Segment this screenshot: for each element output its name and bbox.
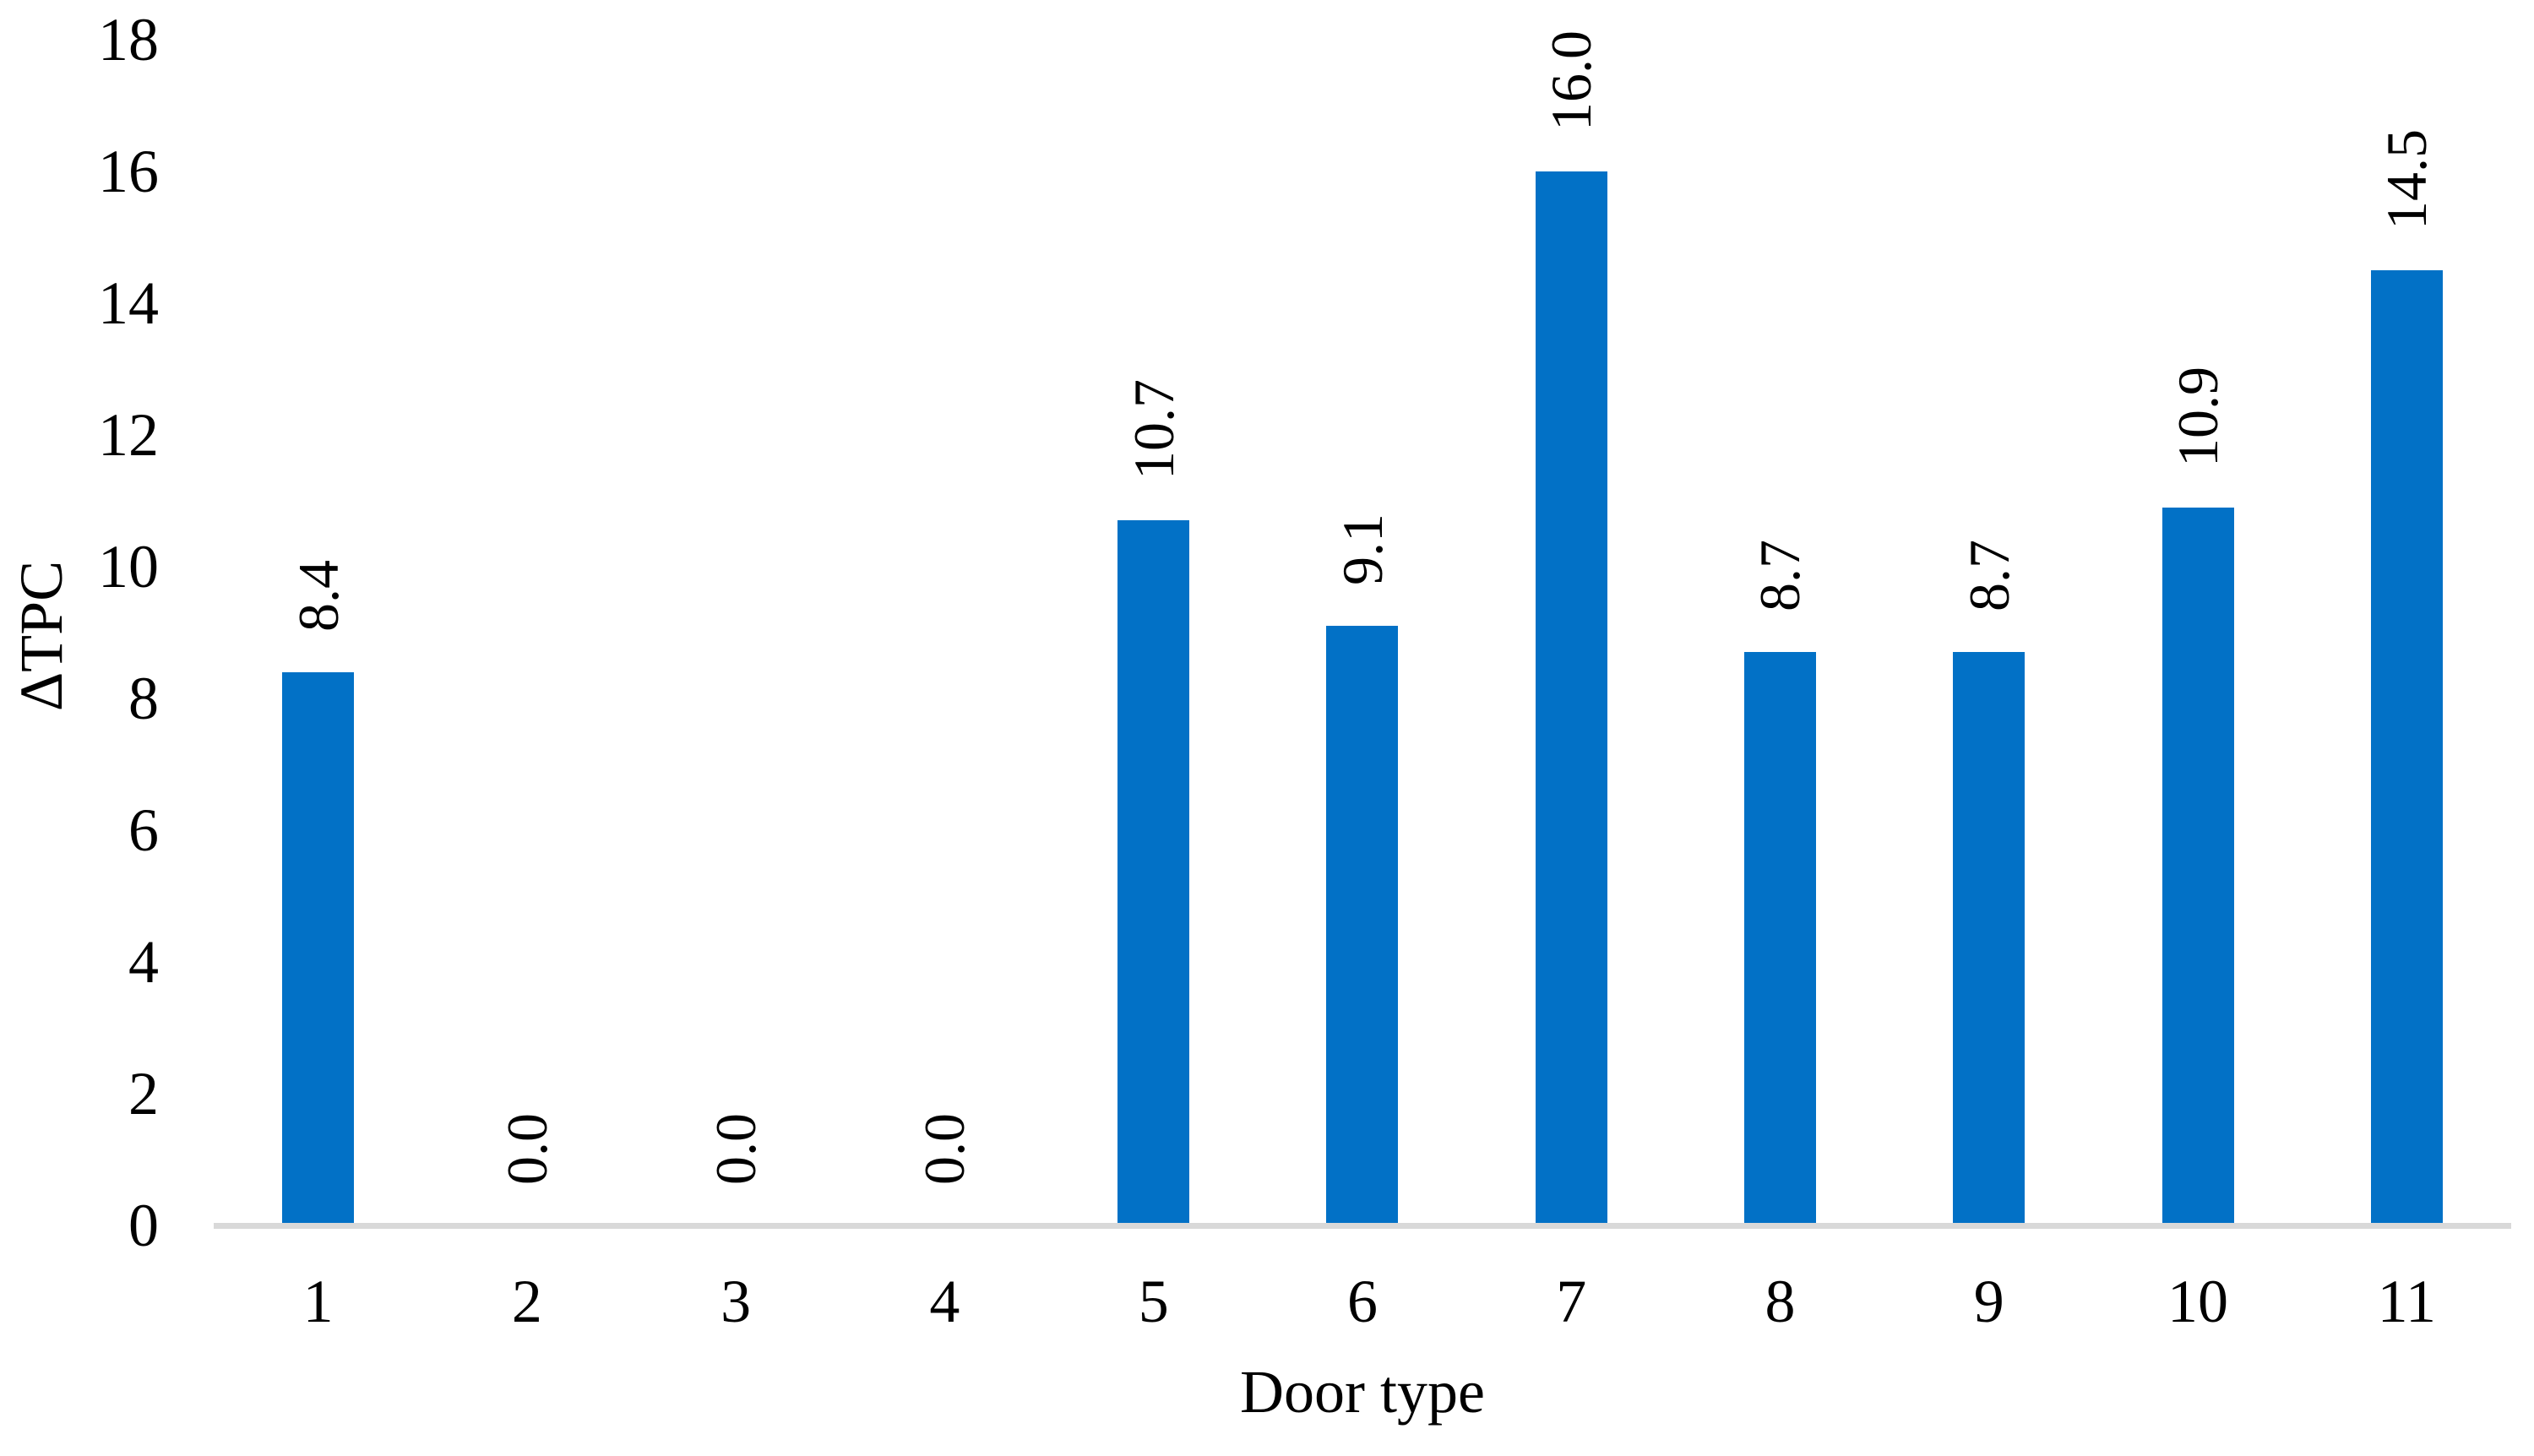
y-axis-tick-labels: 0 2 4 6 8 10 12 14 16 18: [0, 9, 159, 1256]
y-tick-label: 8: [128, 665, 159, 732]
x-tick-label: 3: [721, 1268, 752, 1335]
bar: [1535, 171, 1607, 1225]
bar: [1326, 626, 1399, 1225]
x-tick-label: 1: [302, 1268, 334, 1335]
bar-value-label: 0.0: [494, 1113, 559, 1185]
bar-value-label: 0.0: [912, 1113, 977, 1185]
bar-value-label: 9.1: [1330, 513, 1395, 586]
bar-slot: 0.0: [840, 40, 1049, 1225]
y-tick-label: 18: [98, 6, 159, 73]
x-tick-label: 8: [1765, 1268, 1796, 1335]
bar-value-label: 8.7: [1956, 540, 2021, 612]
bar: [2162, 507, 2234, 1225]
x-axis-line: [214, 1223, 2511, 1229]
y-tick-label: 4: [128, 928, 159, 996]
bar-slot: 9.1: [1258, 40, 1466, 1225]
bar: [2370, 270, 2443, 1225]
y-tick-label: 16: [98, 138, 159, 205]
bar-slot: 14.5: [2303, 40, 2511, 1225]
y-tick-label: 0: [128, 1192, 159, 1259]
bar-value-label: 14.5: [2374, 129, 2439, 230]
y-tick-label: 14: [98, 269, 159, 337]
y-tick-label: 2: [128, 1060, 159, 1127]
x-tick-label: 7: [1556, 1268, 1587, 1335]
bar-value-label: 0.0: [704, 1113, 769, 1185]
bar-value-label: 16.0: [1539, 30, 1604, 131]
x-tick-label: 10: [2167, 1268, 2229, 1335]
bar-slot: 0.0: [632, 40, 840, 1225]
bar-slot: 8.7: [1676, 40, 1884, 1225]
plot-area: 8.4 0.0 0.0 0.0 10.7 9.1 16.0 8.7 8.7 10.9 14.5: [214, 30, 2511, 1229]
bar: [1743, 652, 1816, 1225]
x-tick-label: 6: [1346, 1268, 1378, 1335]
x-axis-title: Door type: [1240, 1358, 1485, 1426]
x-tick-label: 9: [1973, 1268, 2004, 1335]
bar-slot: 0.0: [422, 40, 631, 1225]
bar-slot: 10.9: [2093, 40, 2302, 1225]
bar-value-label: 8.4: [285, 559, 351, 632]
y-tick-label: 6: [128, 796, 159, 864]
y-tick-label: 10: [98, 533, 159, 600]
x-tick-label: 4: [929, 1268, 960, 1335]
x-tick-label: 11: [2377, 1268, 2436, 1335]
bar-slot: 16.0: [1467, 30, 1676, 1225]
bar: [1953, 652, 2026, 1225]
bar: [1117, 520, 1190, 1225]
bar-slot: 8.4: [214, 40, 422, 1225]
x-axis-tick-labels: 1 2 3 4 5 6 7 8 9 10 11: [214, 1271, 2511, 1332]
bar-value-label: 8.7: [1748, 540, 1813, 612]
bar-value-label: 10.7: [1121, 379, 1186, 481]
x-tick-label: 2: [511, 1268, 542, 1335]
bars-group: 8.4 0.0 0.0 0.0 10.7 9.1 16.0 8.7 8.7 10.9 14.5: [214, 30, 2511, 1225]
bar-value-label: 10.9: [2166, 366, 2231, 467]
bar-slot: 8.7: [1884, 40, 2093, 1225]
y-tick-label: 12: [98, 401, 159, 469]
bar: [282, 671, 355, 1225]
bar-slot: 10.7: [1049, 40, 1258, 1225]
x-tick-label: 5: [1138, 1268, 1169, 1335]
